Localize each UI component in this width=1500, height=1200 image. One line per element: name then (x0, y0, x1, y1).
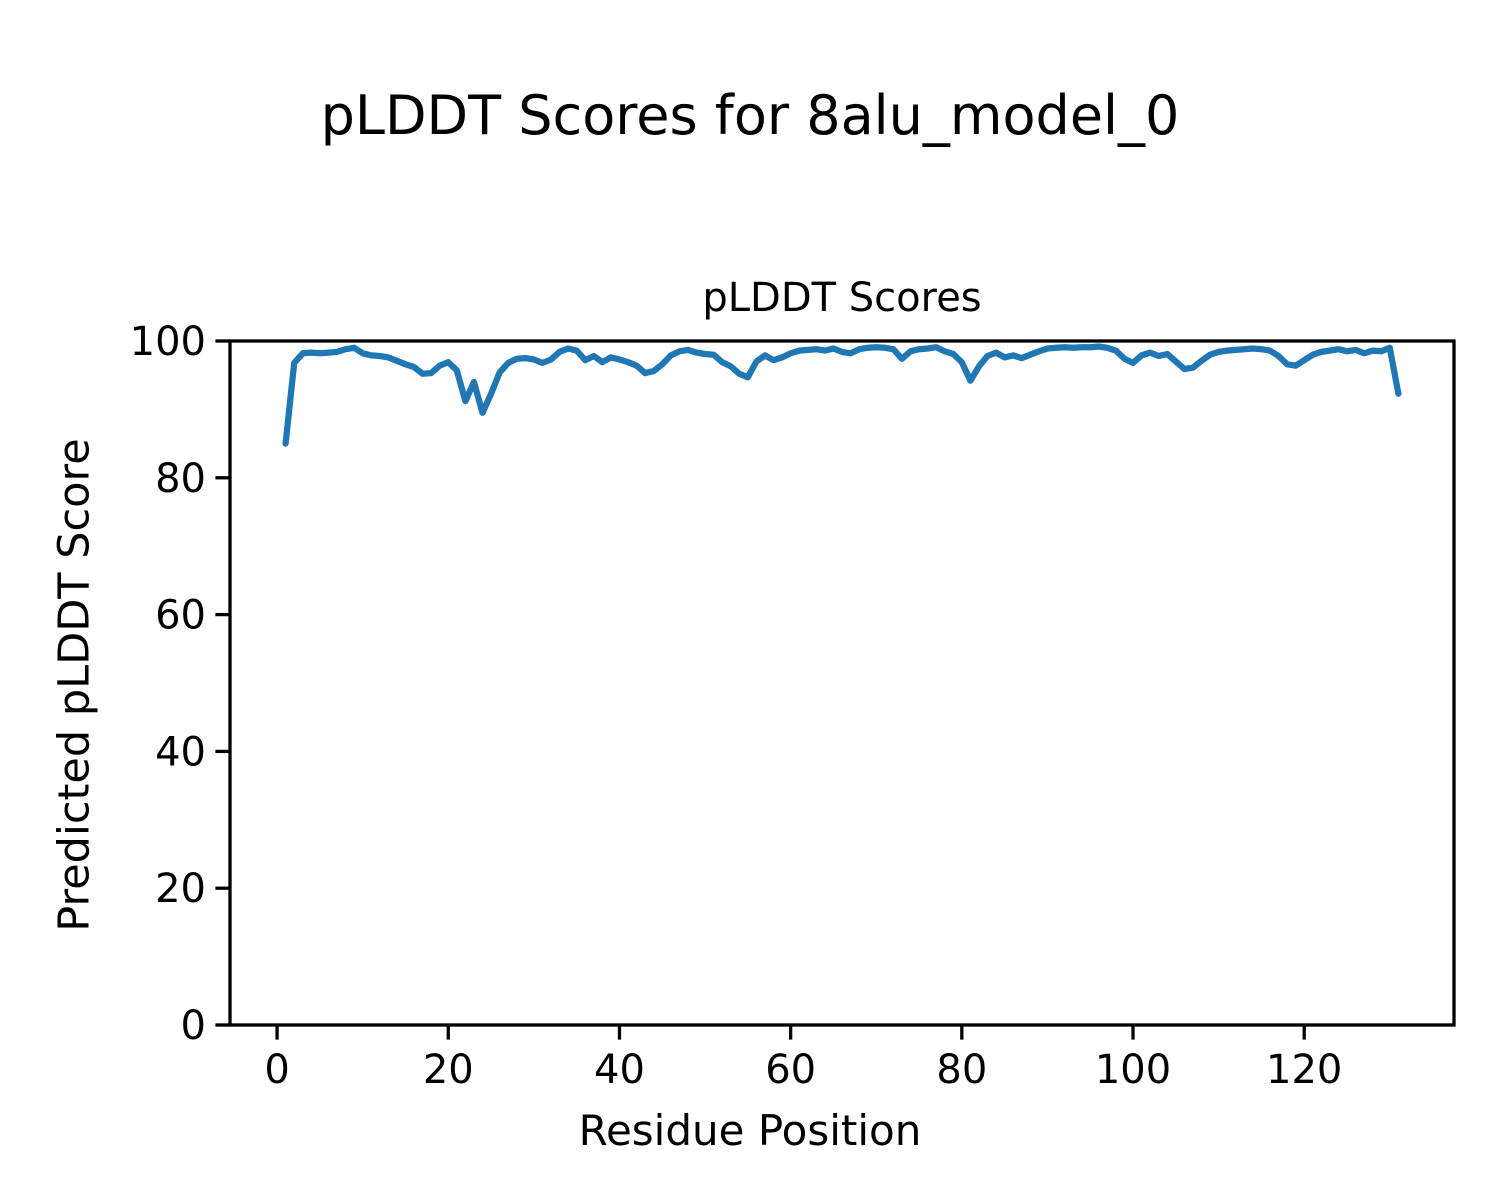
axes-title: pLDDT Scores (702, 275, 982, 321)
x-tick-label: 100 (1095, 1047, 1171, 1093)
x-tick-label: 120 (1266, 1047, 1342, 1093)
x-tick-label: 0 (264, 1047, 289, 1093)
x-tick-label: 40 (594, 1047, 645, 1093)
y-tick-label: 80 (155, 456, 206, 502)
y-tick-label: 0 (181, 1003, 206, 1049)
y-tick-label: 40 (155, 729, 206, 775)
y-tick-label: 20 (155, 866, 206, 912)
x-axis-label: Residue Position (578, 1106, 922, 1155)
x-tick-label: 80 (936, 1047, 987, 1093)
axes-frame (228, 339, 1456, 1027)
y-tick-label: 60 (155, 593, 206, 639)
x-tick-label: 20 (423, 1047, 474, 1093)
x-tick-label: 60 (765, 1047, 816, 1093)
figure-title: pLDDT Scores for 8alu_model_0 (320, 84, 1180, 147)
y-tick-label: 100 (130, 319, 206, 365)
plddt-line (282, 343, 1402, 447)
